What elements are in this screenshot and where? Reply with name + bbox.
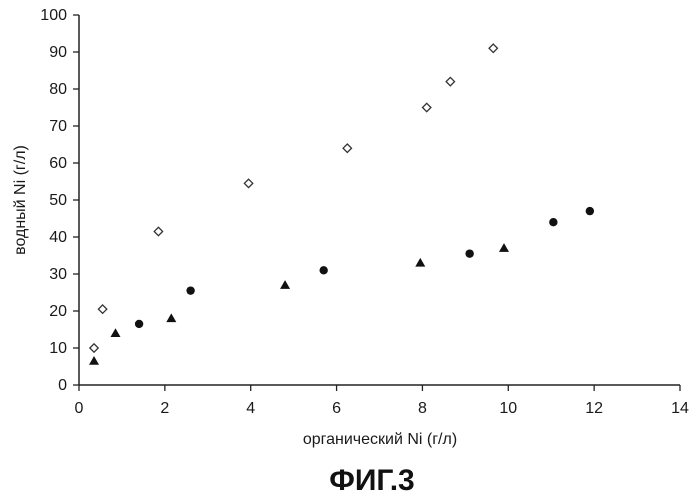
triangle-point	[499, 243, 509, 252]
x-tick-label: 10	[499, 400, 517, 417]
triangle-point	[415, 258, 425, 267]
y-tick-label: 50	[49, 192, 67, 209]
y-tick-label: 60	[49, 155, 67, 172]
diamond-point	[154, 227, 162, 235]
y-tick-label: 30	[49, 266, 67, 283]
data-points	[89, 44, 594, 365]
y-tick-label: 70	[49, 118, 67, 135]
y-tick-label: 90	[49, 44, 67, 61]
diamond-point	[244, 179, 252, 187]
circle-point	[549, 218, 557, 226]
circle-point	[319, 266, 327, 274]
diamond-point	[90, 344, 98, 352]
triangle-point	[166, 313, 176, 322]
y-tick-label: 40	[49, 229, 67, 246]
circle-point	[586, 207, 594, 215]
x-tick-label: 4	[246, 400, 255, 417]
triangle-point	[110, 328, 120, 337]
x-tick-label: 14	[671, 400, 689, 417]
circle-point	[135, 320, 143, 328]
y-tick-label: 0	[58, 377, 67, 394]
x-ticks: 0 2 4 6 8 10 12 14	[75, 385, 689, 417]
x-tick-label: 12	[585, 400, 603, 417]
triangle-point	[280, 280, 290, 289]
x-tick-label: 8	[418, 400, 427, 417]
x-tick-label: 2	[160, 400, 169, 417]
y-tick-label: 10	[49, 340, 67, 357]
circle-point	[465, 249, 473, 257]
diamond-point	[98, 305, 106, 313]
y-tick-label: 20	[49, 303, 67, 320]
y-axis-label: водный Ni (г/л)	[12, 145, 29, 255]
y-tick-label: 80	[49, 81, 67, 98]
x-tick-label: 0	[75, 400, 84, 417]
diamond-point	[343, 144, 351, 152]
triangle-point	[89, 356, 99, 365]
diamond-point	[489, 44, 497, 52]
figure-caption: ФИГ.3	[329, 464, 414, 497]
y-ticks: 0 10 20 30 40 50 60 70 80 90 100	[40, 7, 79, 394]
plot-area: 0 2 4 6 8 10 12 14 0 10 20 30 40 50 60 70 80 90 100	[40, 7, 689, 417]
x-axis-label: органический Ni (г/л)	[303, 431, 457, 448]
circle-point	[186, 286, 194, 294]
x-tick-label: 6	[332, 400, 341, 417]
diamond-point	[423, 103, 431, 111]
y-tick-label: 100	[40, 7, 67, 24]
diamond-point	[446, 77, 454, 85]
